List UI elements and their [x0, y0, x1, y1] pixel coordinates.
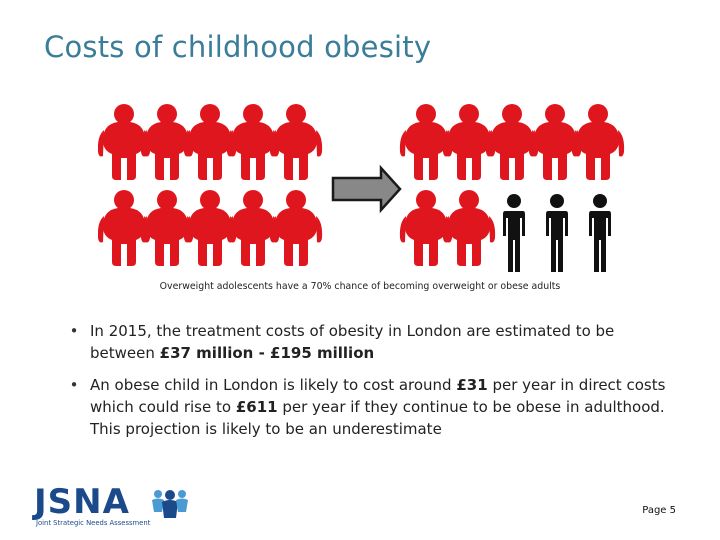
- normal-weight-person-icon: [503, 194, 525, 272]
- overweight-person-icon: [269, 190, 323, 266]
- bullet-icon: •: [69, 376, 79, 394]
- bullet-item: • An obese child in London is likely to …: [68, 374, 678, 440]
- people-group-icon: [152, 490, 188, 518]
- bullet-text: In 2015, the treatment costs of obesity …: [90, 322, 615, 362]
- logo-tagline: Joint Strategic Needs Assessment: [36, 519, 151, 527]
- overweight-person-icon: [269, 104, 323, 180]
- overweight-person-icon: [442, 190, 496, 266]
- jsna-logo: JSNA Joint Strategic Needs Assessment: [34, 482, 194, 528]
- child-cost: £31: [456, 376, 488, 394]
- right-arrow-icon: [331, 164, 402, 214]
- before-group: [98, 104, 323, 266]
- graphic-caption: Overweight adolescents have a 70% chance…: [159, 281, 561, 292]
- bullet-icon: •: [69, 322, 79, 340]
- people-graphic: [98, 104, 625, 272]
- page-number: Page 5: [642, 505, 676, 516]
- overweight-person-icon: [571, 104, 625, 180]
- normal-weight-person-icon: [546, 194, 568, 272]
- normal-weight-person-icon: [589, 194, 611, 272]
- bullet-item: • In 2015, the treatment costs of obesit…: [68, 320, 678, 364]
- cost-range: £37 million - £195 million: [159, 344, 375, 362]
- slide-title: Costs of childhood obesity: [44, 30, 432, 64]
- bullet-text: An obese child in London is likely to co…: [90, 376, 666, 438]
- after-group: [399, 104, 625, 272]
- adult-cost: £611: [235, 398, 278, 416]
- logo-wordmark: JSNA: [34, 482, 130, 522]
- bullet-list: • In 2015, the treatment costs of obesit…: [68, 320, 678, 450]
